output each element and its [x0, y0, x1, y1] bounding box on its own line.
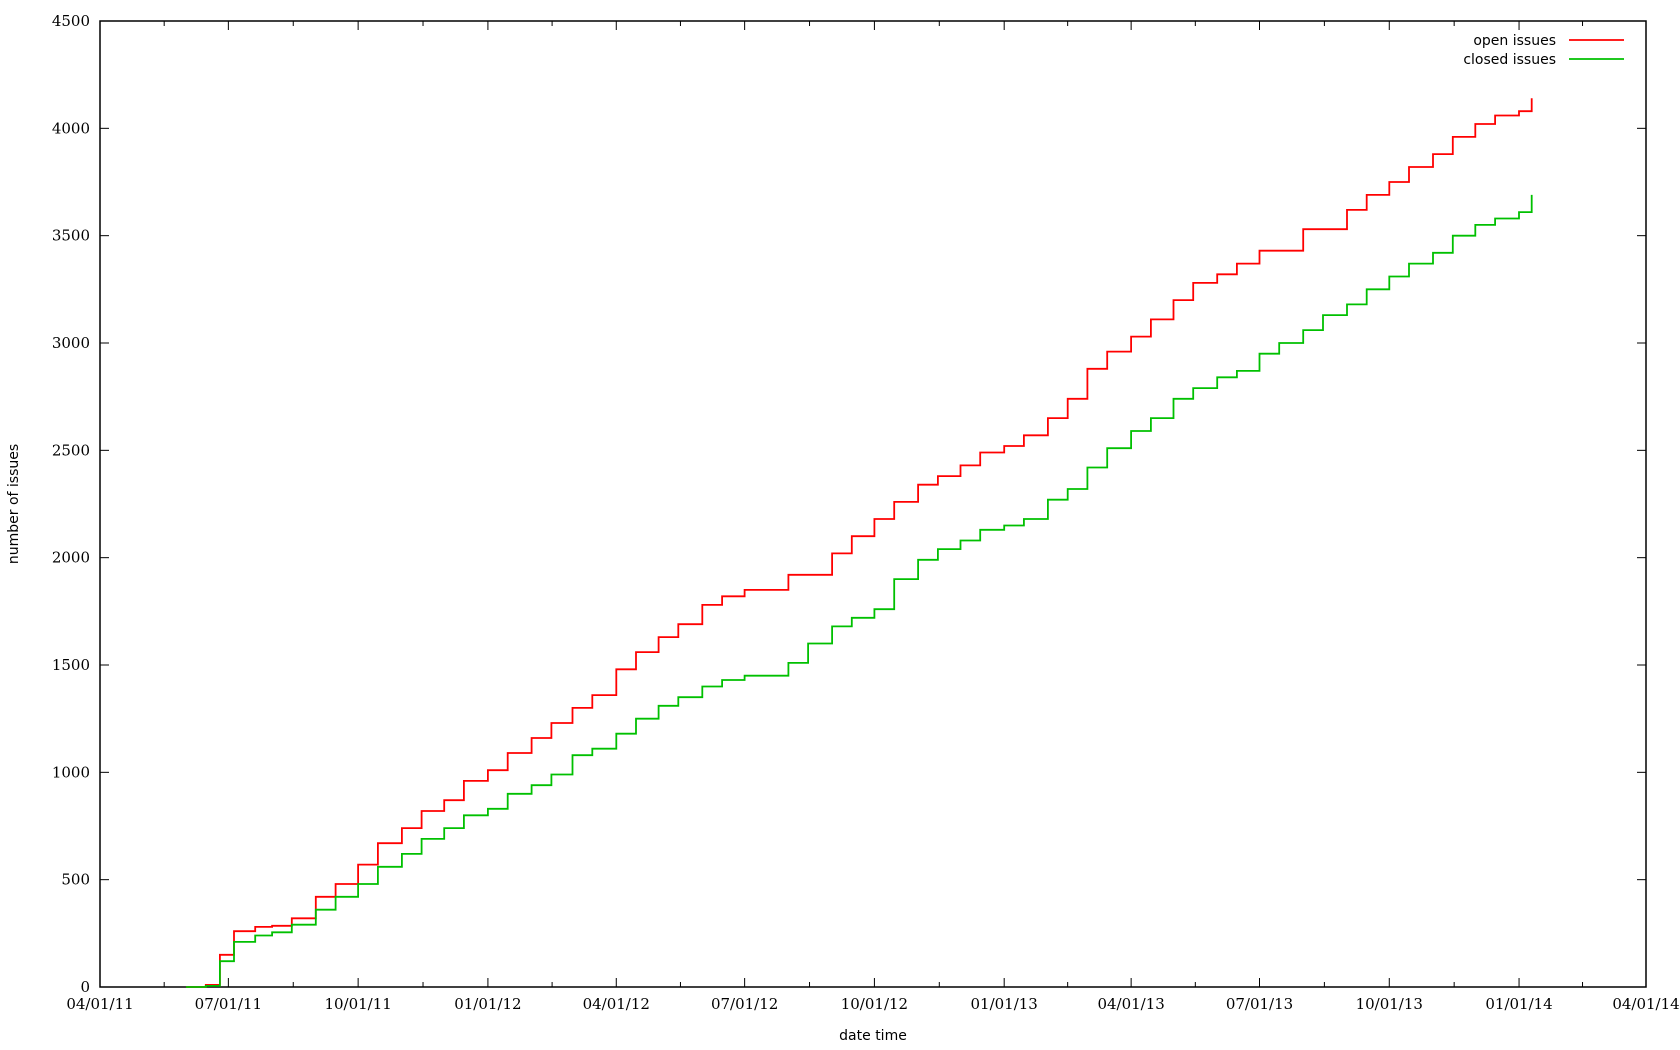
x-tick-label: 04/01/12	[583, 995, 650, 1013]
y-tick-label: 2500	[52, 441, 90, 459]
y-tick-label: 3000	[52, 334, 90, 352]
y-tick-label: 1000	[52, 763, 90, 781]
x-tick-label: 07/01/11	[195, 995, 262, 1013]
x-tick-label: 01/01/14	[1485, 995, 1552, 1013]
x-tick-label: 07/01/12	[711, 995, 778, 1013]
y-tick-label: 500	[61, 871, 90, 889]
series-line-open-issues	[186, 98, 1533, 988]
x-tick-label: 10/01/12	[841, 995, 908, 1013]
y-tick-label: 0	[80, 978, 90, 996]
legend-label-open-issues: open issues	[1473, 33, 1556, 49]
x-axis-ticks: 04/01/11 07/01/11 10/01/11 01/01/12 04/01/12…	[66, 21, 1680, 1013]
y-axis-ticks: 0 500 1000 1500 2000 2500 3000 3500 4000 4500	[52, 12, 1646, 996]
y-tick-label: 4500	[52, 12, 90, 30]
series-layer	[186, 98, 1533, 988]
y-tick-label: 1500	[52, 656, 90, 674]
plot-frame	[99, 20, 1647, 988]
x-tick-label: 10/01/13	[1356, 995, 1423, 1013]
series-line-closed-issues	[186, 194, 1533, 988]
x-axis-label: date time	[839, 1028, 907, 1044]
x-tick-label: 04/01/14	[1612, 995, 1679, 1013]
x-tick-label: 01/01/13	[970, 995, 1037, 1013]
x-tick-label: 10/01/11	[324, 995, 391, 1013]
x-tick-label: 04/01/11	[66, 995, 133, 1013]
y-tick-label: 3500	[52, 227, 90, 245]
y-tick-label: 4000	[52, 119, 90, 137]
x-tick-label: 01/01/12	[454, 995, 521, 1013]
x-tick-label: 07/01/13	[1226, 995, 1293, 1013]
y-tick-label: 2000	[52, 549, 90, 567]
y-axis-label: number of issues	[6, 444, 22, 564]
legend-label-closed-issues: closed issues	[1463, 52, 1556, 68]
legend: open issues closed issues	[1463, 33, 1624, 68]
x-tick-label: 04/01/13	[1097, 995, 1164, 1013]
